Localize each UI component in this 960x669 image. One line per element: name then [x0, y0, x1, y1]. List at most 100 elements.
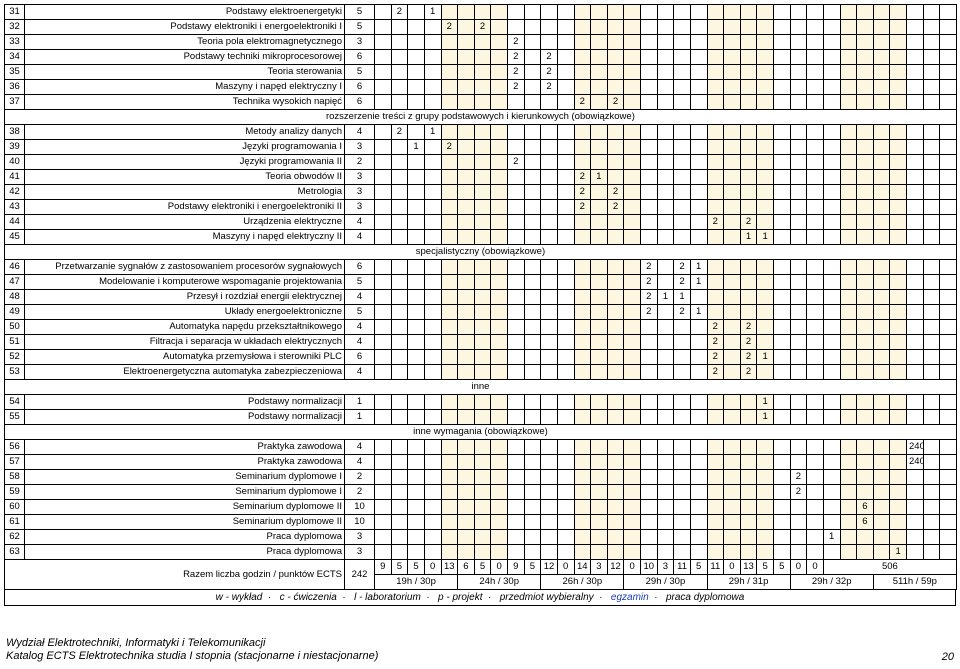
data-cell [524, 170, 541, 185]
data-cell [541, 140, 558, 155]
ects-value: 2 [345, 155, 375, 170]
data-cell [441, 80, 458, 95]
ects-value: 4 [345, 320, 375, 335]
data-cell [408, 200, 425, 215]
data-cell [807, 410, 824, 425]
data-cell [441, 200, 458, 215]
course-name: Metrologia [25, 185, 345, 200]
data-cell [408, 65, 425, 80]
data-cell [823, 260, 840, 275]
data-cell [940, 545, 957, 560]
data-cell [641, 350, 658, 365]
data-cell [890, 200, 907, 215]
data-cell [408, 50, 425, 65]
data-cell: 1 [757, 230, 774, 245]
data-cell [907, 500, 924, 515]
data-cell [724, 5, 741, 20]
data-cell [807, 230, 824, 245]
data-cell [491, 80, 508, 95]
data-cell [424, 200, 441, 215]
data-cell [657, 275, 674, 290]
data-cell [923, 200, 940, 215]
data-cell [707, 545, 724, 560]
data-cell [923, 65, 940, 80]
sum-hours-cell: 24h / 30p [458, 575, 541, 590]
data-cell [491, 125, 508, 140]
data-cell [740, 20, 757, 35]
sum-cell: 10 [641, 560, 658, 575]
table-row: 59Seminarium dyplomowe I22 [5, 485, 957, 500]
data-cell [940, 515, 957, 530]
data-cell [857, 50, 874, 65]
data-cell [424, 440, 441, 455]
data-cell [458, 515, 475, 530]
data-cell [857, 350, 874, 365]
data-cell [873, 125, 890, 140]
data-cell [724, 260, 741, 275]
data-cell [674, 170, 691, 185]
data-cell [923, 290, 940, 305]
data-cell [375, 185, 392, 200]
data-cell [474, 335, 491, 350]
data-cell [458, 95, 475, 110]
data-cell [657, 305, 674, 320]
data-cell [591, 545, 608, 560]
data-cell [840, 500, 857, 515]
data-cell [690, 320, 707, 335]
data-cell [923, 545, 940, 560]
ects-value: 10 [345, 515, 375, 530]
data-cell [624, 500, 641, 515]
data-cell [458, 440, 475, 455]
data-cell [823, 80, 840, 95]
data-cell [607, 305, 624, 320]
data-cell [757, 185, 774, 200]
data-cell [907, 410, 924, 425]
data-cell [740, 155, 757, 170]
ects-value: 4 [345, 440, 375, 455]
ects-value: 6 [345, 95, 375, 110]
data-cell [557, 215, 574, 230]
ects-value: 3 [345, 170, 375, 185]
data-cell [823, 20, 840, 35]
data-cell [707, 200, 724, 215]
data-cell [441, 515, 458, 530]
data-cell [524, 485, 541, 500]
data-cell [757, 500, 774, 515]
data-cell [840, 515, 857, 530]
data-cell [823, 50, 840, 65]
data-cell [641, 320, 658, 335]
data-cell [624, 50, 641, 65]
sum-cell: 5 [408, 560, 425, 575]
data-cell [624, 485, 641, 500]
data-cell [375, 95, 392, 110]
data-cell [690, 50, 707, 65]
data-cell [591, 5, 608, 20]
data-cell [541, 395, 558, 410]
data-cell [873, 50, 890, 65]
data-cell [375, 125, 392, 140]
row-number: 51 [5, 335, 25, 350]
data-cell [690, 410, 707, 425]
table-row: 38Metody analizy danych421 [5, 125, 957, 140]
data-cell [491, 230, 508, 245]
data-cell [724, 500, 741, 515]
sum-cell: 9 [375, 560, 392, 575]
data-cell [375, 230, 392, 245]
data-cell: 2 [574, 200, 591, 215]
data-cell [873, 95, 890, 110]
data-cell [890, 260, 907, 275]
data-cell [474, 515, 491, 530]
data-cell [790, 440, 807, 455]
data-cell [458, 155, 475, 170]
data-cell [674, 500, 691, 515]
data-cell [724, 155, 741, 170]
data-cell [790, 290, 807, 305]
data-cell [408, 395, 425, 410]
data-cell: 2 [740, 335, 757, 350]
data-cell [458, 335, 475, 350]
data-cell [591, 125, 608, 140]
data-cell [591, 470, 608, 485]
sum-cell: 3 [591, 560, 608, 575]
data-cell [441, 485, 458, 500]
data-cell [424, 260, 441, 275]
